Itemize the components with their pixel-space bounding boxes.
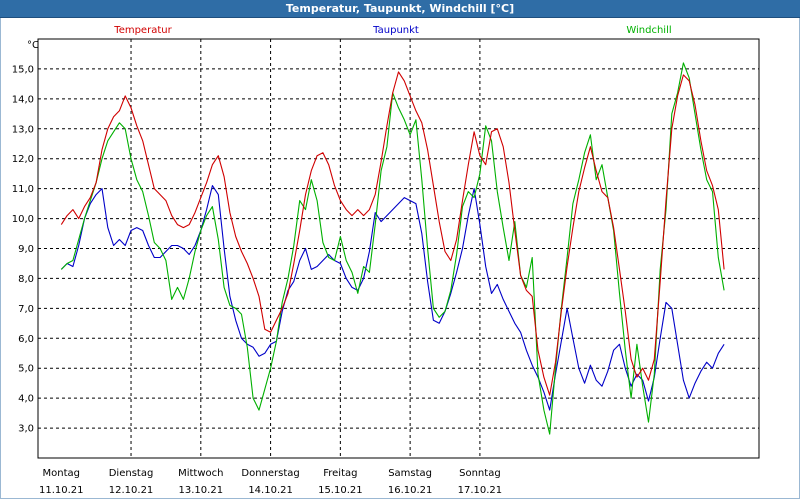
legend-entry-temperatur: Temperatur (113, 25, 172, 36)
y-tick-label: 12,0 (12, 154, 34, 165)
y-tick-label: 15,0 (12, 64, 34, 75)
series-line-temperatur (60, 71, 725, 396)
x-tick-day-label: Montag (43, 468, 80, 479)
grid-lines (38, 39, 759, 458)
y-tick-label: 5,0 (18, 364, 34, 375)
y-tick-label: 10,0 (12, 214, 34, 225)
series-lines (60, 62, 725, 435)
legend-entry-taupunkt: Taupunkt (372, 25, 419, 36)
x-tick-date-label: 14.10.21 (248, 485, 293, 496)
y-tick-label: 7,0 (18, 304, 34, 315)
x-tick-day-label: Freitag (323, 468, 357, 479)
x-tick-date-label: 11.10.21 (39, 485, 84, 496)
y-tick-label: 6,0 (18, 334, 34, 345)
y-tick-label: 11,0 (12, 184, 34, 195)
x-tick-day-label: Samstag (388, 468, 432, 479)
chart-title-bar: Temperatur, Taupunkt, Windchill [°C] (0, 0, 800, 18)
y-tick-label: 3,0 (18, 424, 34, 435)
y-axis: 3,0 4,0 5,0 6,0 7,0 8,0 9,0 10,0 11,0 12,0 13,0 14,… (12, 64, 34, 434)
x-tick-date-label: 15.10.21 (318, 485, 363, 496)
x-tick-date-label: 16.10.21 (388, 485, 433, 496)
chart-title: Temperatur, Taupunkt, Windchill [°C] (285, 2, 515, 15)
y-tick-label: 14,0 (12, 94, 34, 105)
x-tick-day-label: Donnerstag (241, 468, 299, 479)
x-tick-day-label: Sonntag (459, 468, 501, 479)
series-line-taupunkt (60, 185, 725, 411)
y-tick-label: 13,0 (12, 124, 34, 135)
y-tick-label: 4,0 (18, 394, 34, 405)
x-tick-day-label: Mittwoch (178, 468, 223, 479)
x-axis: Montag 11.10.21 Dienstag 12.10.21 Mittwoch 13… (39, 468, 502, 496)
y-tick-label: 8,0 (18, 274, 34, 285)
y-axis-unit-label: °C (27, 40, 39, 51)
plot-area-border (37, 38, 760, 459)
legend-entry-windchill: Windchill (626, 25, 671, 36)
x-tick-date-label: 17.10.21 (458, 485, 503, 496)
x-tick-date-label: 13.10.21 (179, 485, 224, 496)
legend: Temperatur Taupunkt Windchill (113, 25, 671, 36)
x-tick-date-label: 12.10.21 (109, 485, 154, 496)
y-tick-label: 9,0 (18, 244, 34, 255)
x-tick-day-label: Dienstag (109, 468, 154, 479)
